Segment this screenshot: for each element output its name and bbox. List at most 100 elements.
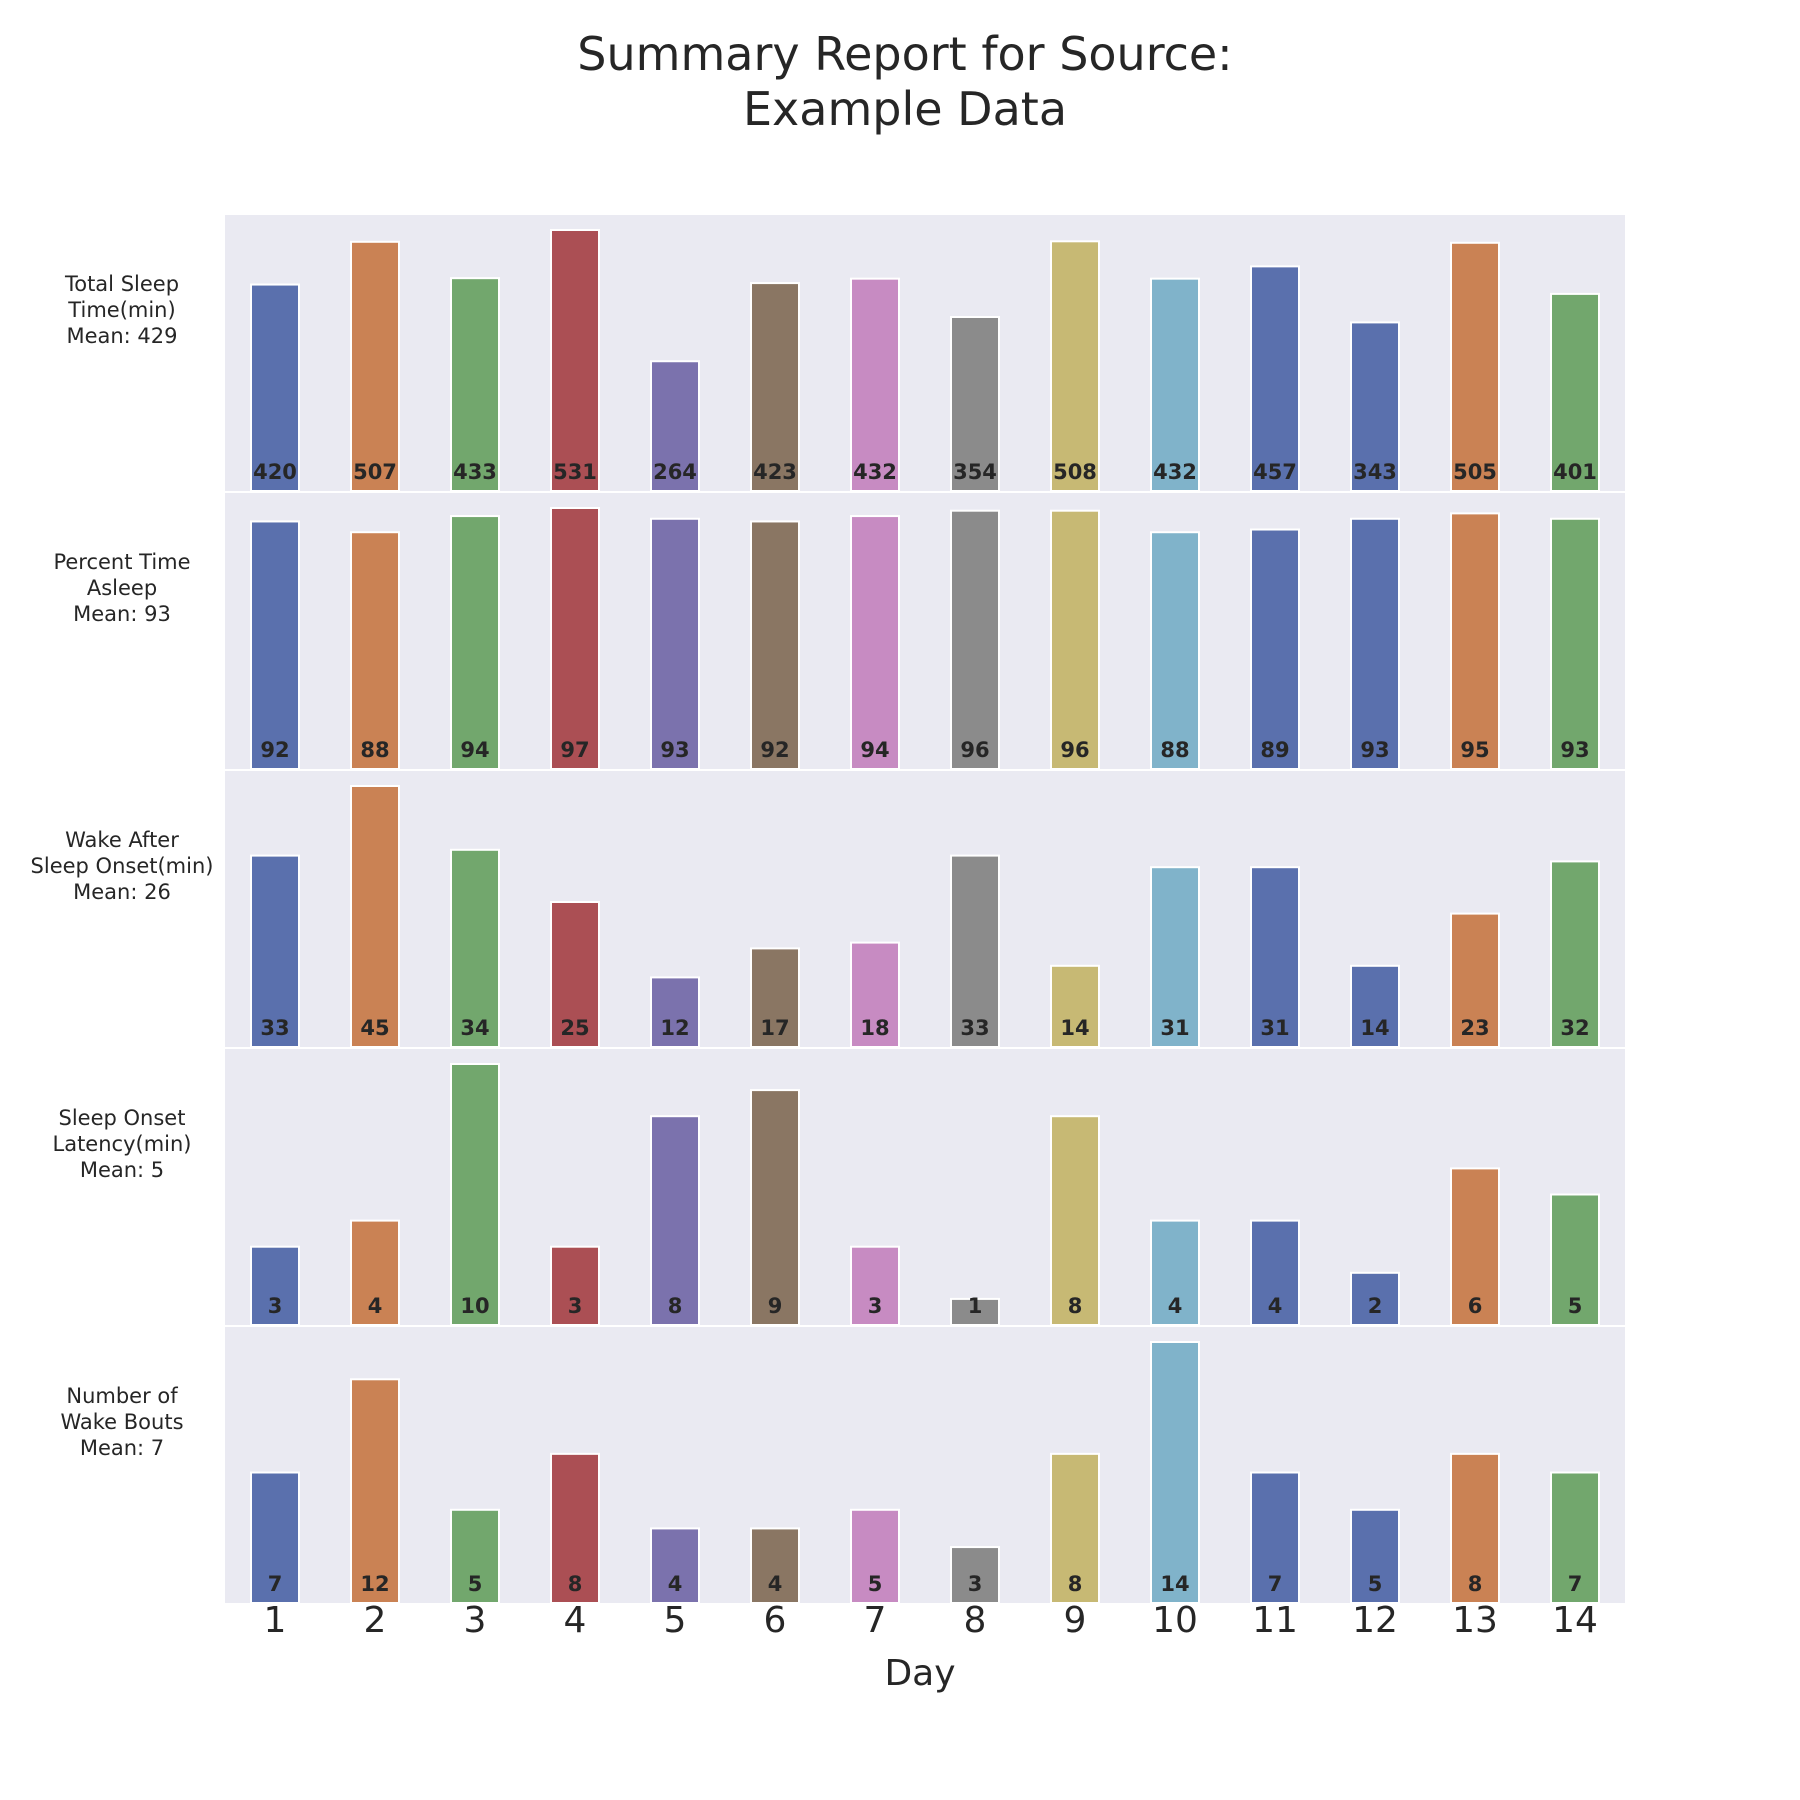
bar-value-label: 420 [253,460,297,484]
x-tick-label: 11 [1252,1600,1298,1641]
bar [950,854,1000,1048]
bar [1250,528,1300,770]
panel-label-line: Mean: 5 [80,1158,164,1182]
x-axis-label: Day [884,1653,955,1694]
bar-value-label: 89 [1260,738,1289,762]
bar-value-label: 94 [860,738,889,762]
bar [1450,512,1500,771]
bar [350,240,400,492]
bar [750,947,800,1049]
bar-value-label: 31 [1260,1016,1289,1040]
bar [1150,277,1200,492]
bar [450,277,500,492]
bar-value-label: 33 [960,1016,989,1040]
bar [950,509,1000,770]
bar-value-label: 92 [260,738,289,762]
bar [1350,1508,1400,1605]
bar [1250,265,1300,493]
bar [750,1527,800,1605]
bar [1550,860,1600,1049]
bar-value-label: 5 [468,1572,483,1596]
bar [650,976,700,1049]
bar-value-label: 14 [1160,1572,1189,1596]
bar [450,515,500,770]
bar [1550,292,1600,493]
bar [1350,1271,1400,1327]
bar [1050,1115,1100,1326]
bar-value-label: 95 [1460,738,1489,762]
bar-value-label: 433 [453,460,497,484]
bar [850,1508,900,1605]
bar [1150,1219,1200,1326]
bar-value-label: 34 [460,1016,489,1040]
bar [1550,1471,1600,1604]
bar-value-label: 8 [668,1294,683,1318]
bar [1150,866,1200,1049]
bar-value-label: 7 [1268,1572,1283,1596]
bar [250,520,300,770]
bar-value-label: 8 [1068,1572,1083,1596]
bar-value-label: 94 [460,738,489,762]
bar-value-label: 14 [1360,1016,1389,1040]
bar-value-label: 14 [1060,1016,1089,1040]
panel-label-line: Mean: 26 [73,880,171,904]
bar [1550,517,1600,770]
panel-label-line: Wake Bouts [60,1410,183,1434]
bar-value-label: 33 [260,1016,289,1040]
bar [850,515,900,770]
bar-value-label: 18 [860,1016,889,1040]
bar-value-label: 3 [268,1294,283,1318]
bar-value-label: 6 [1468,1294,1483,1318]
bar-value-label: 5 [1568,1294,1583,1318]
bar [350,785,400,1048]
bar-value-label: 4 [1168,1294,1183,1318]
bar [550,901,600,1048]
bar-value-label: 343 [1353,460,1397,484]
bar [950,316,1000,492]
bar-value-label: 31 [1160,1016,1189,1040]
bar-value-label: 264 [653,460,697,484]
bar-value-label: 17 [760,1016,789,1040]
bar-value-label: 423 [753,460,797,484]
panel-label-line: Number of [66,1384,178,1408]
bar [250,283,300,492]
bar-value-label: 432 [853,460,897,484]
bar-value-label: 2 [1368,1294,1383,1318]
bar [850,941,900,1048]
x-tick-label: 10 [1152,1600,1198,1641]
x-axis-ticks: 1 2 3 4 5 6 7 8 9 10 11 12 13 14 [264,1600,1598,1641]
bar [1450,241,1500,492]
bar [350,1219,400,1326]
chart-title-line-2: Example Data [743,82,1067,136]
bar [1150,1341,1200,1604]
bar-value-label: 432 [1153,460,1197,484]
bar [750,282,800,492]
bar-value-label: 12 [360,1572,389,1596]
bar-value-label: 505 [1453,460,1497,484]
bar [250,1245,300,1326]
x-tick-label: 5 [664,1600,687,1641]
bar [550,1245,600,1326]
bar-value-label: 9 [768,1294,783,1318]
bar [350,531,400,770]
bar-value-label: 23 [1460,1016,1489,1040]
panel-label-line: Sleep Onset [59,1106,186,1130]
bar-value-label: 93 [660,738,689,762]
bar [450,1508,500,1605]
bar-value-label: 4 [668,1572,683,1596]
panel-label-line: Total Sleep [64,272,179,296]
bar [650,1115,700,1326]
bar-value-label: 8 [568,1572,583,1596]
panel-label-line: Mean: 429 [66,324,177,348]
bar-value-label: 3 [568,1294,583,1318]
bar-value-label: 32 [1560,1016,1589,1040]
panel-background [225,215,1625,491]
x-tick-label: 14 [1552,1600,1598,1641]
x-tick-label: 8 [964,1600,987,1641]
bar [450,1063,500,1326]
bar [350,1378,400,1605]
